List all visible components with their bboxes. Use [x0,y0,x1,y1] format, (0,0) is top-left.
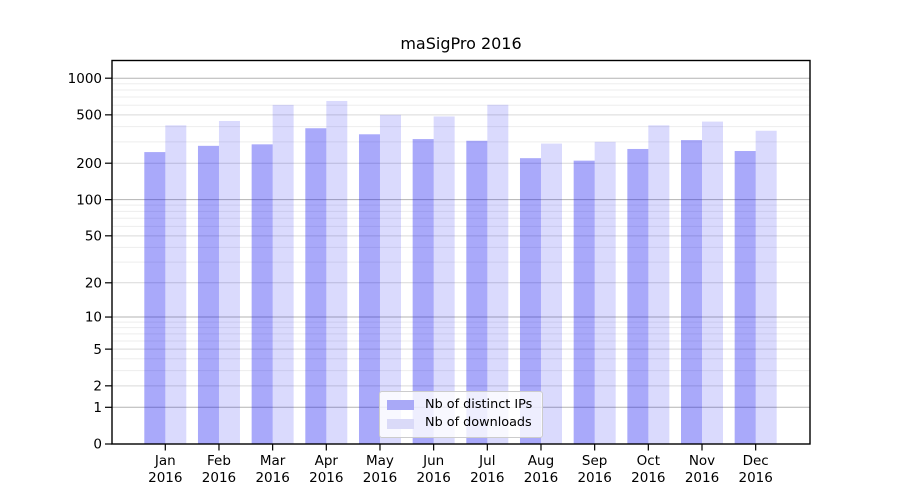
bar-sep-distinct-ips [573,160,595,445]
x-tick-label-nov: Nov [689,453,715,469]
x-tick-label-jan: Jan [154,453,176,469]
bar-nov-downloads [702,121,723,444]
bar-sep-downloads [594,141,616,444]
x-tick-sublabel-jul: 2016 [470,470,504,486]
x-tick-label-may: May [366,453,394,469]
bar-nov-distinct-ips [681,140,702,444]
bar-jan-downloads [165,125,187,444]
y-tick-label-10: 10 [85,310,102,326]
bar-apr-distinct-ips [305,128,327,444]
legend-item-distinct-ips: Nb of distinct IPs [387,397,535,413]
x-tick-label-sep: Sep [582,453,607,469]
bar-dec-distinct-ips [734,151,756,444]
x-tick-label-feb: Feb [207,453,231,469]
x-tick-sublabel-apr: 2016 [309,470,343,486]
y-tick-label-2: 2 [93,379,102,395]
legend-swatch-distinct-ips [387,400,414,411]
bar-feb-distinct-ips [197,145,219,444]
x-tick-sublabel-nov: 2016 [685,470,719,486]
x-tick-sublabel-dec: 2016 [738,470,772,486]
bar-jan-distinct-ips [144,152,166,444]
plot-frame [111,59,811,445]
bar-oct-distinct-ips [627,148,649,444]
bar-may-downloads [379,114,401,444]
bar-aug-distinct-ips [519,158,541,444]
x-tick-sublabel-may: 2016 [363,470,397,486]
y-tick-label-20: 20 [85,276,102,292]
legend-label-downloads: Nb of downloads [425,415,532,431]
legend-swatch-downloads [387,418,414,429]
x-tick-label-apr: Apr [315,453,339,469]
y-tick-label-100: 100 [76,192,102,208]
bar-jul-downloads [487,104,509,444]
y-tick-label-500: 500 [76,108,102,124]
bar-feb-downloads [218,121,240,444]
y-tick-label-1: 1 [93,400,102,416]
y-tick-label-200: 200 [76,156,102,172]
x-tick-sublabel-feb: 2016 [202,470,236,486]
bar-jun-downloads [433,116,455,444]
x-tick-label-dec: Dec [743,453,769,469]
x-tick-sublabel-jun: 2016 [416,470,450,486]
y-tick-label-1000: 1000 [68,71,102,87]
x-tick-sublabel-oct: 2016 [631,470,665,486]
legend: Nb of distinct IPs Nb of downloads [379,391,543,438]
legend-item-downloads: Nb of downloads [387,416,535,432]
bar-aug-downloads [540,143,562,444]
x-tick-label-jul: Jul [478,453,495,469]
y-tick-label-50: 50 [85,229,102,245]
x-tick-sublabel-mar: 2016 [255,470,289,486]
x-tick-label-jun: Jun [422,453,444,469]
bar-jun-distinct-ips [412,139,434,445]
y-tick-label-5: 5 [93,342,102,358]
bar-may-distinct-ips [358,134,380,444]
bar-mar-distinct-ips [251,144,273,444]
bar-apr-downloads [326,100,348,445]
x-tick-sublabel-sep: 2016 [577,470,611,486]
y-tick-label-0: 0 [93,437,102,453]
x-tick-sublabel-jan: 2016 [148,470,182,486]
x-tick-sublabel-aug: 2016 [524,470,558,486]
x-tick-label-oct: Oct [637,453,660,469]
bar-mar-downloads [272,104,294,445]
x-tick-label-aug: Aug [528,453,554,469]
x-tick-label-mar: Mar [260,453,286,469]
bar-jul-distinct-ips [466,140,488,444]
chart-title: maSigPro 2016 [400,34,522,53]
legend-label-distinct-ips: Nb of distinct IPs [425,396,533,412]
bar-dec-downloads [755,130,777,445]
bar-oct-downloads [648,125,670,444]
